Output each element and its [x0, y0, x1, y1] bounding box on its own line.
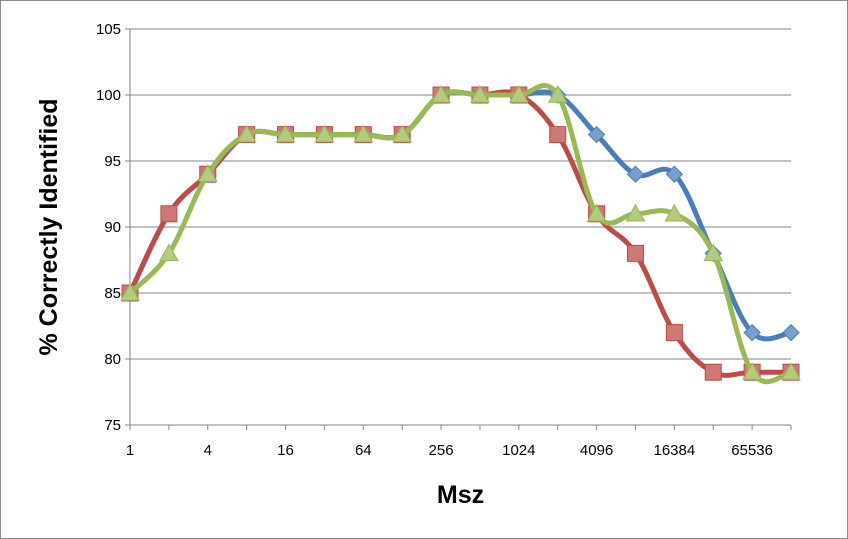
data-point-triangle: [275, 124, 296, 143]
data-point-triangle: [353, 124, 374, 143]
y-tick-label: 95: [104, 153, 121, 170]
x-axis-title: Msz: [437, 481, 484, 509]
series-1-diamond: [121, 86, 800, 342]
data-point-triangle: [586, 203, 607, 222]
data-point-square: [549, 126, 567, 144]
x-tick-label: 4: [204, 442, 212, 459]
series-group: [120, 83, 801, 385]
data-point-diamond: [743, 323, 761, 342]
series-2-square: [121, 86, 800, 381]
series-3-line: [127, 83, 794, 385]
data-point-square: [626, 244, 644, 262]
data-point-triangle: [197, 164, 218, 182]
x-tick-label: 1: [126, 442, 134, 459]
data-point-triangle: [120, 282, 140, 301]
y-tick-label: 100: [96, 87, 121, 104]
data-point-triangle: [664, 203, 685, 222]
data-point-triangle: [236, 124, 257, 143]
x-tick-label: 4096: [580, 442, 613, 459]
data-point-square: [704, 363, 722, 381]
series-1-line: [127, 89, 794, 342]
x-tick-label: 16384: [653, 442, 695, 459]
data-point-triangle: [703, 243, 724, 262]
x-tick-label: 256: [429, 442, 454, 459]
x-tick-label: 1024: [502, 442, 535, 459]
x-tick-label: 16: [277, 442, 294, 459]
y-axis-title: % Correctly Identified: [35, 99, 63, 356]
data-point-triangle: [742, 362, 762, 380]
data-point-triangle: [314, 124, 335, 143]
series-2-line: [127, 89, 794, 378]
data-point-triangle: [547, 84, 568, 103]
data-point-triangle: [625, 203, 646, 222]
data-point-triangle: [159, 243, 179, 262]
y-tick-label: 90: [104, 219, 121, 236]
data-point-diamond: [626, 165, 645, 183]
x-tick-labels: 1 4 16 64 256 1024 4096 16384 65536: [126, 442, 773, 459]
data-point-square: [665, 324, 683, 342]
y-tick-label: 75: [104, 417, 121, 434]
data-point-diamond: [587, 125, 606, 144]
data-point-triangle: [781, 362, 801, 380]
grid-lines: [130, 28, 791, 360]
series-3-triangle: [120, 83, 801, 385]
y-tick-labels: 75 80 85 90 95 100 105: [96, 21, 121, 434]
axes: [125, 28, 792, 430]
x-tick-label: 65536: [731, 442, 773, 459]
data-point-triangle: [392, 124, 413, 143]
y-tick-label: 85: [104, 285, 121, 302]
y-tick-label: 105: [96, 21, 121, 38]
data-point-diamond: [782, 323, 800, 342]
x-tick-label: 64: [355, 442, 372, 459]
data-point-square: [160, 205, 178, 223]
data-point-triangle: [508, 84, 529, 103]
data-point-triangle: [470, 84, 490, 103]
data-point-triangle: [431, 84, 451, 103]
y-tick-label: 80: [104, 351, 121, 368]
data-point-diamond: [665, 165, 684, 183]
